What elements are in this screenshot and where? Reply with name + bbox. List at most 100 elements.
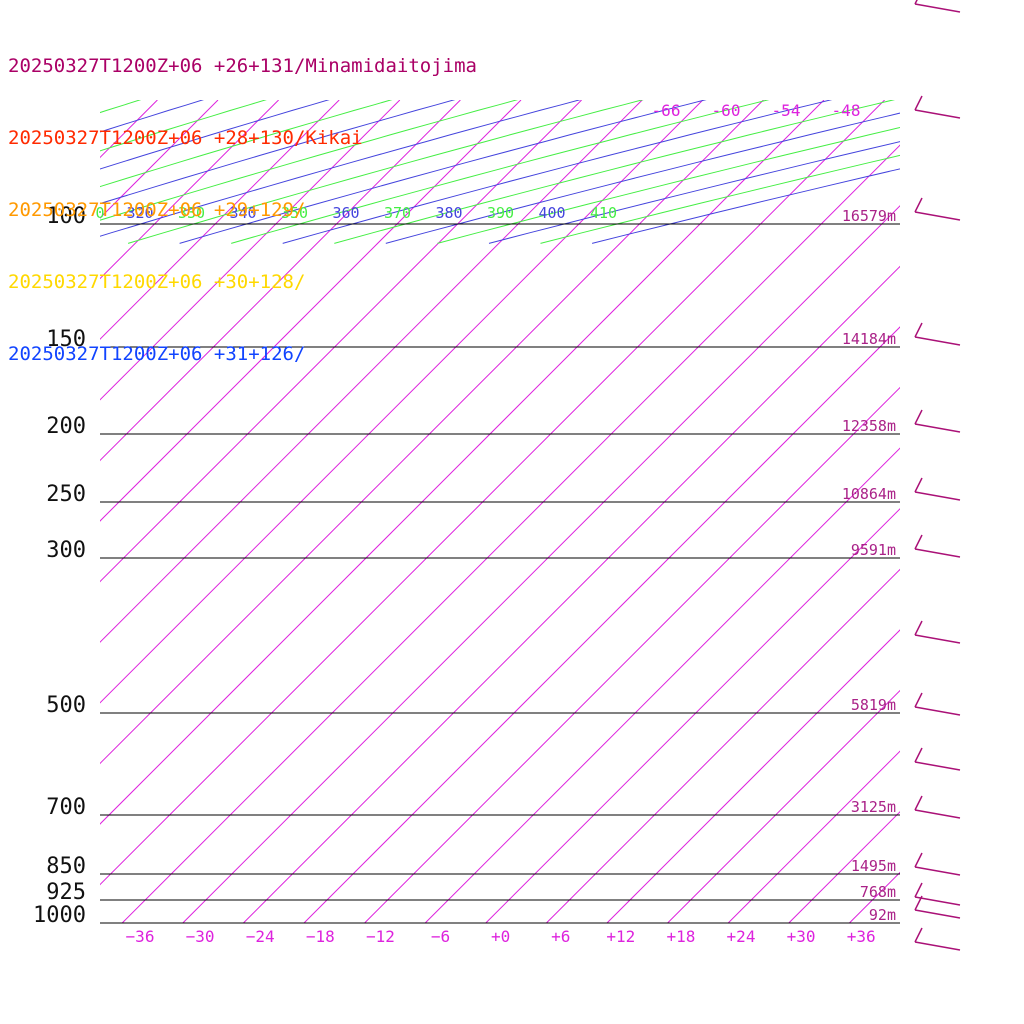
pressure-level-lines (100, 223, 900, 924)
isotherm-top-label: -60 (712, 101, 741, 120)
isotherm-grid (100, 100, 1024, 924)
height-label: 16579m (842, 207, 896, 225)
isotherm-line (100, 100, 825, 825)
legend-entry-minamidaitojima: 20250327T1200Z+06 +26+131/Minamidaitojim… (8, 55, 477, 77)
wind-barb-flag (914, 927, 923, 943)
height-label: 10864m (842, 485, 896, 503)
isotherm-line (606, 629, 900, 924)
theta-label: 380 (435, 204, 462, 222)
wind-barb (914, 336, 961, 346)
isotherm-line (100, 100, 401, 401)
height-labels: 16579m 14184m 12358m 10864m 9591m 5819m 3125m 1… (842, 207, 896, 924)
wind-barb-flag (914, 692, 923, 708)
legend: 20250327T1200Z+06 +26+131/Minamidaitojim… (8, 6, 477, 390)
wind-barb-flag (914, 895, 923, 911)
wind-barb-flag (914, 197, 923, 213)
isotherm-line (100, 100, 885, 886)
wind-barb (914, 3, 961, 13)
isotherm-line (727, 750, 900, 924)
wind-barb (914, 909, 961, 919)
x-tick-label: +24 (727, 927, 756, 946)
isotherm-line (182, 205, 900, 924)
pressure-label: 850 (46, 854, 86, 879)
wind-barb-flag (914, 322, 923, 338)
theta-label: 390 (487, 204, 514, 222)
legend-entry-kikai: 20250327T1200Z+06 +28+130/Kikai (8, 127, 363, 149)
isotherm-line (485, 508, 900, 924)
wind-barb-flag (914, 620, 923, 636)
theta-label: 330 (178, 204, 205, 222)
x-tick-label: −24 (246, 927, 275, 946)
isotherm-top-labels: -66 -60 -54 -48 (652, 101, 861, 120)
height-label: 14184m (842, 330, 896, 348)
x-tick-label: −6 (431, 927, 450, 946)
wind-barb (914, 548, 961, 558)
pressure-label: 1000 (33, 903, 86, 928)
wind-barb-flag (914, 0, 918, 5)
theta-label: 340 (229, 204, 256, 222)
legend-entry-30-128: 20250327T1200Z+06 +30+128/ (8, 271, 306, 293)
wind-barb-flag (914, 747, 923, 763)
x-tick-label: −18 (306, 927, 335, 946)
isotherm-top-label: -48 (832, 101, 861, 120)
temperature-axis: −36 −30 −24 −18 −12 −6 +0 +6 +12 +18 +24 +30 +36 (126, 927, 876, 946)
isotherm-line (100, 100, 764, 765)
wind-barb-flag (914, 477, 923, 493)
isotherm-line (971, 100, 1024, 923)
isotherm-line (121, 144, 900, 924)
wind-barb (914, 866, 961, 876)
isotherm-line (100, 100, 279, 280)
x-tick-label: +0 (491, 927, 510, 946)
isotherm-line (667, 689, 900, 924)
theta-curve (385, 112, 900, 244)
wind-barb (914, 706, 961, 716)
theta-labels: 0 320 330 340 350 360 370 380 390 400 410 (95, 204, 617, 222)
wind-barb-flag (914, 534, 923, 550)
legend-entry-29-129: 20250327T1200Z+06 +29+129/ (8, 199, 306, 221)
x-tick-label: +12 (606, 927, 635, 946)
isotherm-line (910, 100, 1024, 923)
x-tick-label: +18 (666, 927, 695, 946)
pressure-label: 300 (46, 538, 86, 563)
isotherm-line (546, 568, 900, 924)
x-tick-label: −30 (186, 927, 215, 946)
isotherm-top-label: -66 (652, 101, 681, 120)
pressure-label: 200 (46, 414, 86, 439)
theta-label: 0 (95, 204, 104, 222)
theta-label: 410 (590, 204, 617, 222)
height-label: 3125m (851, 798, 896, 816)
wind-barb (914, 941, 961, 951)
x-tick-label: +6 (551, 927, 570, 946)
wind-barb-flag (914, 409, 923, 425)
isotherm-line (243, 265, 900, 924)
isotherm-line (303, 326, 900, 924)
isotherm-line (100, 100, 582, 583)
height-label: 12358m (842, 417, 896, 435)
theta-label: 320 (126, 204, 153, 222)
x-tick-label: −36 (126, 927, 155, 946)
wind-barb (914, 896, 961, 906)
theta-label: 350 (281, 204, 308, 222)
pressure-label: 150 (46, 327, 86, 352)
isotherm-line (100, 100, 522, 522)
isotherm-line (100, 100, 461, 462)
height-label: 9591m (851, 541, 896, 559)
wind-barb-flag (914, 795, 923, 811)
height-label: 5819m (851, 696, 896, 714)
wind-barb-flag (914, 852, 923, 868)
x-tick-label: +30 (787, 927, 816, 946)
pressure-label: 925 (46, 880, 86, 905)
wind-barb (914, 634, 961, 644)
theta-label: 370 (384, 204, 411, 222)
wind-barb-flag (914, 95, 923, 111)
theta-curve (437, 126, 900, 244)
wind-barb (914, 109, 961, 119)
pressure-label: 700 (46, 795, 86, 820)
theta-label: 360 (332, 204, 359, 222)
pressure-label: 500 (46, 693, 86, 718)
isotherm-line (424, 447, 900, 924)
x-tick-label: +36 (847, 927, 876, 946)
wind-barb (914, 423, 961, 433)
wind-barb-flag (914, 882, 923, 898)
